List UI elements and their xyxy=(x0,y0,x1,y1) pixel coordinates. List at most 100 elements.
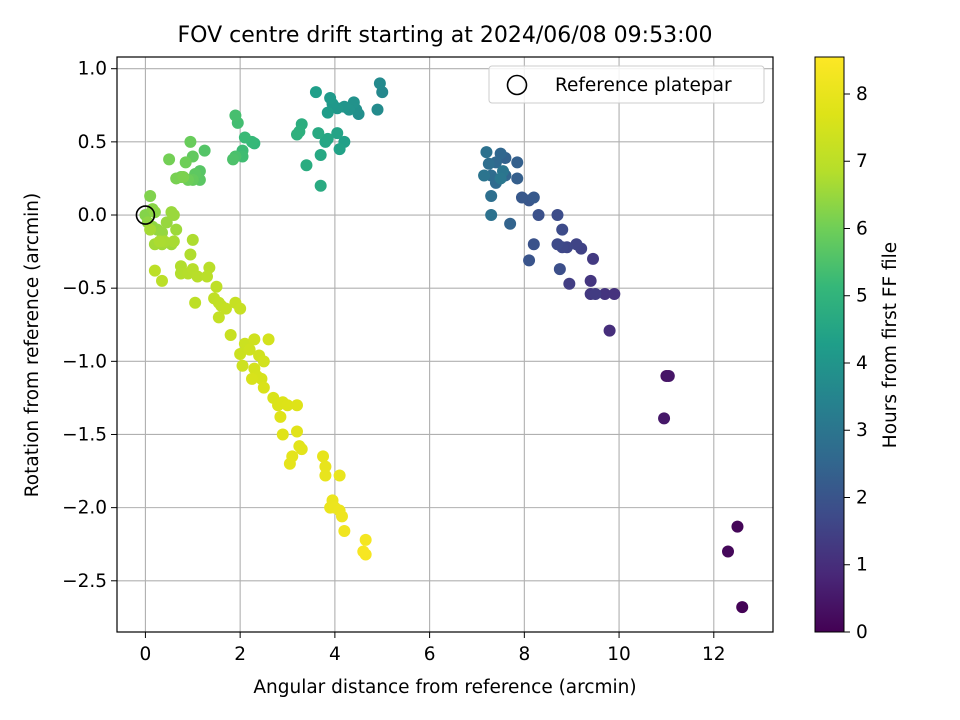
data-point xyxy=(295,443,308,456)
data-point xyxy=(179,156,192,169)
data-point xyxy=(229,109,242,122)
data-point xyxy=(662,369,675,382)
data-point xyxy=(553,263,566,276)
colorbar-tick-label: 4 xyxy=(856,353,868,374)
data-point xyxy=(200,270,213,283)
data-point xyxy=(603,324,616,337)
data-point xyxy=(570,238,583,251)
data-point xyxy=(177,170,190,183)
data-point xyxy=(494,147,507,160)
data-point xyxy=(321,106,334,119)
y-tick-label: 1.0 xyxy=(78,59,107,80)
data-point xyxy=(338,525,351,538)
y-tick-label: −1.5 xyxy=(62,424,107,445)
data-point xyxy=(163,153,176,166)
chart-title: FOV centre drift starting at 2024/06/08 … xyxy=(178,23,713,48)
data-point xyxy=(324,91,337,104)
data-point xyxy=(551,209,564,222)
x-tick-label: 0 xyxy=(140,644,152,665)
colorbar xyxy=(814,56,845,633)
data-point xyxy=(155,274,168,287)
legend-entry-reference-platepar: Reference platepar xyxy=(555,75,732,96)
data-point xyxy=(482,157,495,170)
data-point xyxy=(274,410,287,423)
data-point xyxy=(722,545,735,558)
data-point xyxy=(731,520,744,533)
data-point xyxy=(212,311,225,324)
data-point xyxy=(189,296,202,309)
data-point xyxy=(494,172,507,185)
data-point xyxy=(357,545,370,558)
data-point xyxy=(312,127,325,140)
x-tick-label: 10 xyxy=(607,644,631,665)
y-tick-label: −2.5 xyxy=(62,571,107,592)
data-point xyxy=(309,86,322,99)
data-point xyxy=(248,333,261,346)
colorbar-tick-label: 7 xyxy=(856,151,868,172)
data-point xyxy=(184,135,197,148)
data-point xyxy=(144,223,157,236)
data-point xyxy=(283,457,296,470)
data-point xyxy=(243,343,256,356)
colorbar-label: Hours from first FF file xyxy=(880,242,901,448)
data-point xyxy=(234,302,247,315)
reference-platepar-marker xyxy=(135,205,156,225)
data-point xyxy=(290,128,303,141)
data-point xyxy=(290,425,303,438)
data-point xyxy=(184,248,197,261)
x-tick-label: 4 xyxy=(329,644,341,665)
colorbar-ticks: 0 1 2 3 4 5 6 7 8 xyxy=(844,84,868,643)
colorbar-tick-label: 0 xyxy=(856,622,868,643)
colorbar-tick-label: 2 xyxy=(856,487,868,508)
data-point xyxy=(167,235,180,248)
data-point xyxy=(234,348,247,361)
data-point xyxy=(511,172,524,185)
data-point xyxy=(556,223,569,236)
data-point xyxy=(198,144,211,157)
legend-marker-icon xyxy=(506,74,528,96)
data-point xyxy=(170,223,183,236)
data-point xyxy=(527,238,540,251)
data-point xyxy=(167,209,180,222)
data-point xyxy=(144,189,157,202)
data-point xyxy=(478,169,491,182)
y-tick-label: −1.0 xyxy=(62,351,107,372)
data-point xyxy=(276,428,289,441)
x-tick-label: 8 xyxy=(518,644,530,665)
data-point xyxy=(371,103,384,116)
grid xyxy=(117,57,773,632)
colorbar-tick-label: 1 xyxy=(856,555,868,576)
data-point xyxy=(186,233,199,246)
data-point xyxy=(319,460,332,473)
colorbar-tick-label: 3 xyxy=(856,420,868,441)
data-point xyxy=(480,146,493,159)
data-point xyxy=(245,372,258,385)
data-point xyxy=(333,469,346,482)
data-point xyxy=(219,302,232,315)
data-point xyxy=(527,191,540,204)
data-point xyxy=(300,159,313,172)
data-point xyxy=(485,189,498,202)
data-point xyxy=(598,288,611,301)
colorbar-tick-label: 8 xyxy=(856,84,868,105)
x-axis-ticks: 0 2 4 6 8 10 12 xyxy=(140,632,726,665)
x-tick-label: 2 xyxy=(234,644,246,665)
data-point xyxy=(148,264,161,277)
data-point xyxy=(290,399,303,412)
data-point xyxy=(359,533,372,546)
data-point xyxy=(608,288,621,301)
plot-frame xyxy=(116,56,774,633)
data-point xyxy=(224,328,237,341)
y-axis-ticks: 1.0 0.5 0.0 −0.5 −1.0 −1.5 −2.0 −2.5 xyxy=(62,59,117,592)
data-point xyxy=(314,149,327,162)
data-point xyxy=(584,274,597,287)
data-point xyxy=(281,399,294,412)
data-point xyxy=(236,359,249,372)
data-point xyxy=(589,288,602,301)
colorbar-tick-label: 5 xyxy=(856,286,868,307)
x-tick-label: 12 xyxy=(702,644,726,665)
data-point xyxy=(532,209,545,222)
x-axis-label: Angular distance from reference (arcmin) xyxy=(253,677,636,698)
data-point xyxy=(658,412,671,425)
legend-box xyxy=(488,65,765,104)
